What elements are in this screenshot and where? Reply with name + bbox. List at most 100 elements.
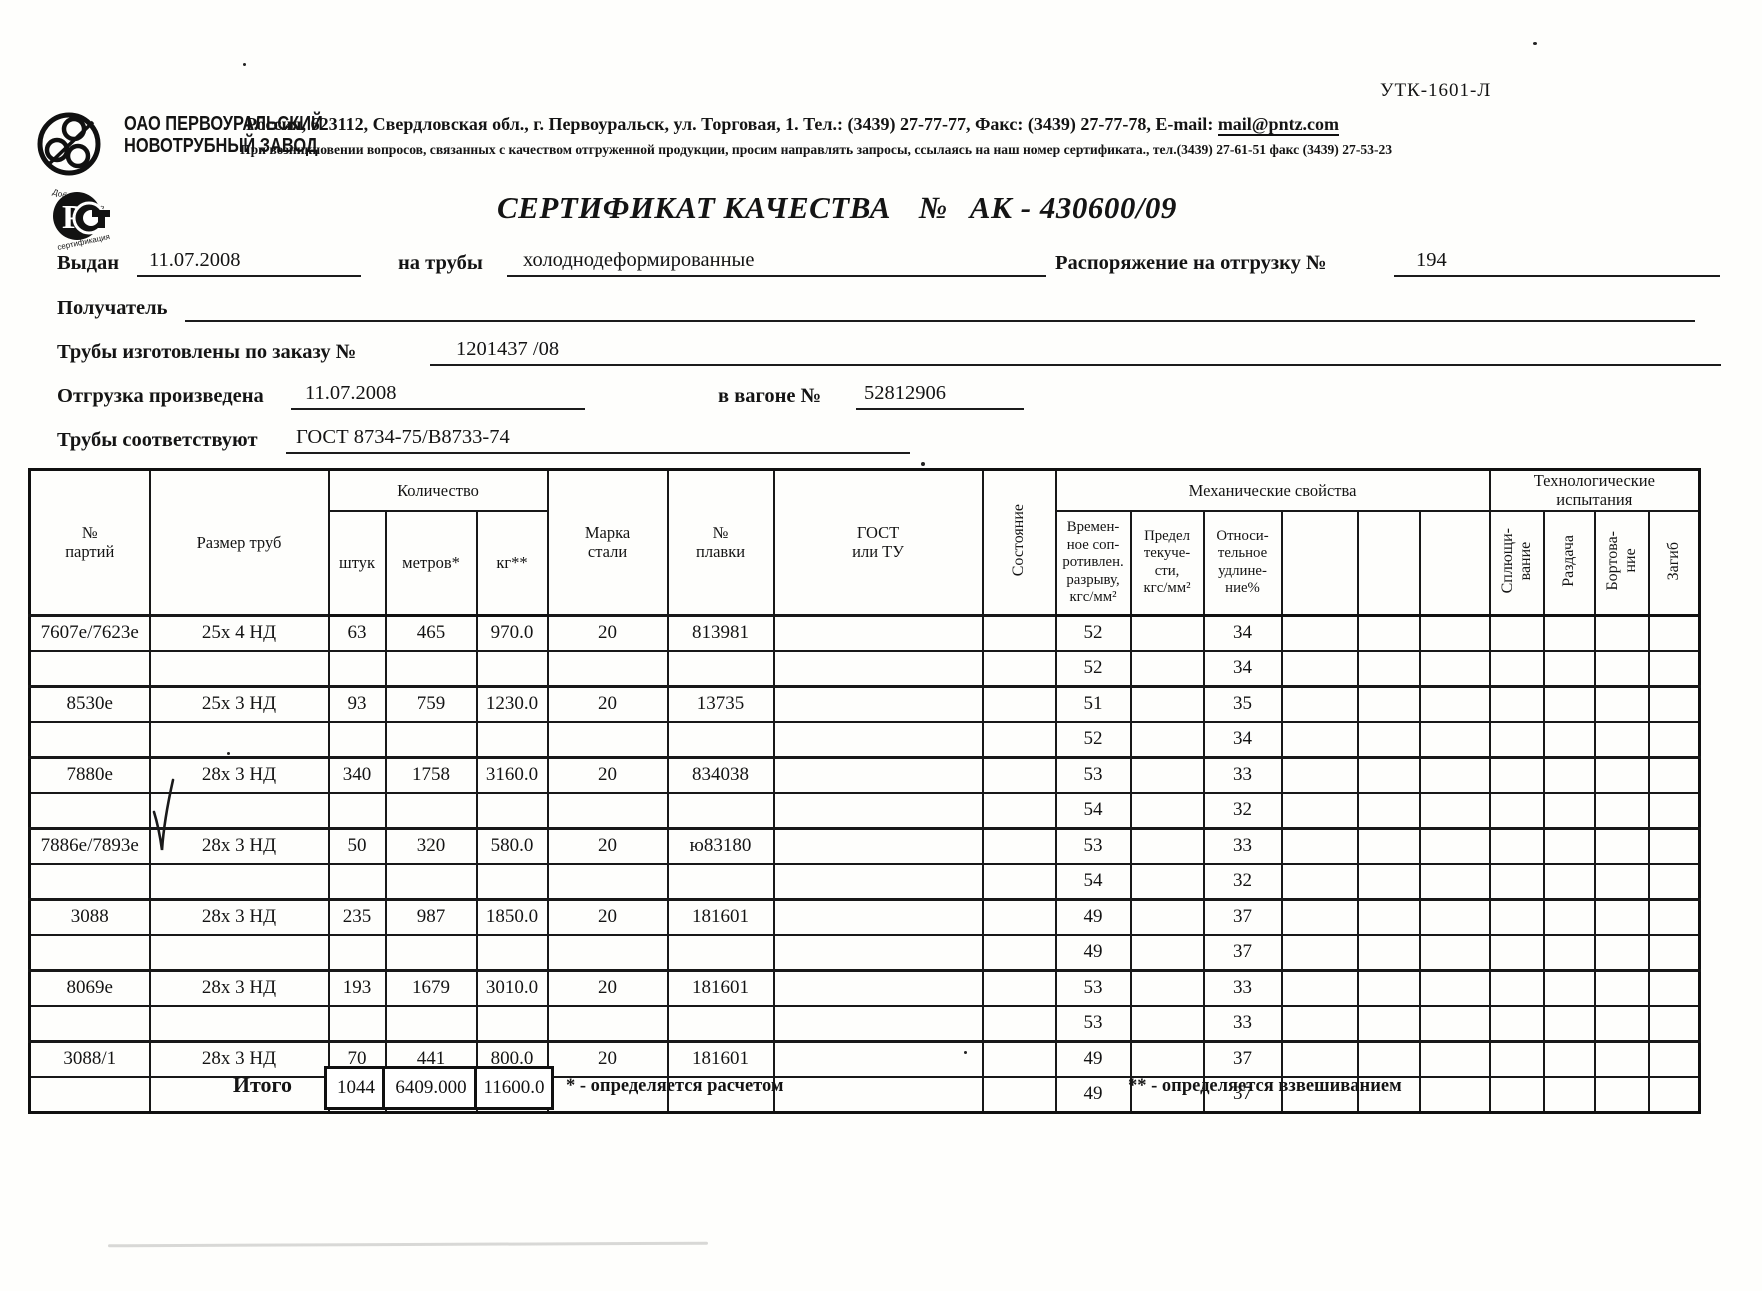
table-cell: [1356, 721, 1421, 759]
table-cell: [1129, 826, 1205, 865]
company-logo-icon: [37, 112, 101, 176]
col-header-batch: № партий: [28, 468, 151, 617]
table-cell: 7880е: [28, 755, 151, 794]
table-cell: 53: [1054, 826, 1132, 865]
receiver-label: Получатель: [57, 297, 168, 319]
col-header-elongation: Относи- тельное удлине- ние%: [1202, 509, 1283, 617]
table-cell: [28, 792, 151, 830]
table-cell: [981, 1039, 1057, 1078]
col-header-meters: метров*: [384, 509, 478, 617]
table-cell: [1418, 792, 1491, 830]
table-cell: [148, 863, 330, 901]
table-cell: [1418, 863, 1491, 901]
table-cell: 1850.0: [475, 897, 549, 936]
expansion-vertical-label: Раздача: [1560, 534, 1578, 587]
table-cell: 28х 3 НД: [148, 826, 330, 865]
table-cell: [1593, 721, 1650, 759]
table-cell: [1129, 721, 1205, 759]
table-cell: [546, 863, 669, 901]
table-cell: [28, 934, 151, 972]
table-cell: [1593, 968, 1650, 1007]
table-cell: [1418, 721, 1491, 759]
table-cell: [1488, 826, 1545, 865]
table-cell: [1356, 897, 1421, 936]
table-cell: [1542, 1005, 1596, 1043]
table-cell: 987: [384, 897, 478, 936]
table-cell: [1129, 897, 1205, 936]
table-cell: 20: [546, 826, 669, 865]
table-row: 52 34: [28, 650, 1701, 688]
scan-smudge: [107, 1241, 709, 1248]
table-cell: [546, 721, 669, 759]
table-cell: [772, 684, 984, 723]
table-row: 7880е 28х 3 НД 340 1758 3160.0 20 834038 53 33: [28, 755, 1701, 794]
table-row: 49 37: [28, 934, 1701, 972]
table-cell: [1593, 792, 1650, 830]
table-cell: 49: [1054, 897, 1132, 936]
table-cell: 20: [546, 684, 669, 723]
table-cell: [28, 863, 151, 901]
table-cell: [1593, 755, 1650, 794]
table-row: 8069е 28х 3 НД 193 1679 3010.0 20 181601 53 33: [28, 968, 1701, 1007]
totals-label: Итого: [232, 1072, 292, 1097]
table-cell: 51: [1054, 684, 1132, 723]
table-cell: [1129, 792, 1205, 830]
table-cell: [772, 792, 984, 830]
certificate-table: № партий Размер труб Количество Марка ст…: [28, 468, 1702, 1114]
table-cell: [1647, 826, 1701, 865]
table-cell: [1129, 1076, 1205, 1114]
table-cell: [1418, 1076, 1491, 1114]
table-cell: 13735: [666, 684, 775, 723]
col-header-state: Состояние: [981, 468, 1057, 617]
shipped-label: Отгрузка произведена: [57, 385, 264, 407]
standard-label: Трубы соответствуют: [57, 429, 258, 451]
totals-pieces: 1044: [324, 1066, 388, 1110]
table-cell: [1488, 968, 1545, 1007]
table-cell: [666, 650, 775, 688]
table-cell: 33: [1202, 755, 1283, 794]
table-row: 52 34: [28, 721, 1701, 759]
table-cell: 20: [546, 897, 669, 936]
table-cell: [1647, 1005, 1701, 1043]
table-cell: [475, 1005, 549, 1043]
order-label: Трубы изготовлены по заказу №: [57, 341, 357, 363]
table-cell: [1593, 1076, 1650, 1114]
rst-certification-stamp-icon: Добровольная Р сертификация: [51, 187, 110, 252]
col-header-empty-2: [1356, 509, 1421, 617]
table-cell: [1280, 1076, 1359, 1114]
table-cell: [1280, 721, 1359, 759]
col-header-expansion: Раздача: [1542, 509, 1596, 617]
table-cell: [1418, 968, 1491, 1007]
table-cell: [1542, 613, 1596, 652]
table-cell: 25х 3 НД: [148, 684, 330, 723]
table-cell: [1488, 1039, 1545, 1078]
table-cell: [1542, 650, 1596, 688]
table-cell: [1647, 968, 1701, 1007]
table-cell: 33: [1202, 826, 1283, 865]
state-vertical-label: Состояние: [1010, 504, 1028, 577]
col-header-steel-grade: Марка стали: [546, 468, 669, 617]
table-cell: [327, 721, 387, 759]
table-cell: [1542, 721, 1596, 759]
shipping-order-label: Распоряжение на отгрузку №: [1055, 252, 1327, 274]
table-cell: [1356, 1039, 1421, 1078]
table-cell: 7607е/7623е: [28, 613, 151, 652]
col-header-flanging: Бортова- ние: [1593, 509, 1650, 617]
scan-speck: [964, 1051, 967, 1054]
table-cell: [1418, 897, 1491, 936]
table-cell: 33: [1202, 968, 1283, 1007]
table-cell: [981, 934, 1057, 972]
table-cell: [1129, 1039, 1205, 1078]
col-group-technological: Технологические испытания: [1488, 468, 1701, 512]
table-cell: [1129, 934, 1205, 972]
table-cell: [1593, 1039, 1650, 1078]
table-cell: 49: [1054, 934, 1132, 972]
bend-vertical-label: Загиб: [1664, 541, 1682, 580]
standard-value: ГОСТ 8734-75/В8733-74: [286, 426, 910, 454]
table-cell: [1280, 968, 1359, 1007]
table-cell: [148, 792, 330, 830]
table-cell: 1679: [384, 968, 478, 1007]
table-cell: [1542, 1039, 1596, 1078]
table-cell: 37: [1202, 1076, 1283, 1114]
